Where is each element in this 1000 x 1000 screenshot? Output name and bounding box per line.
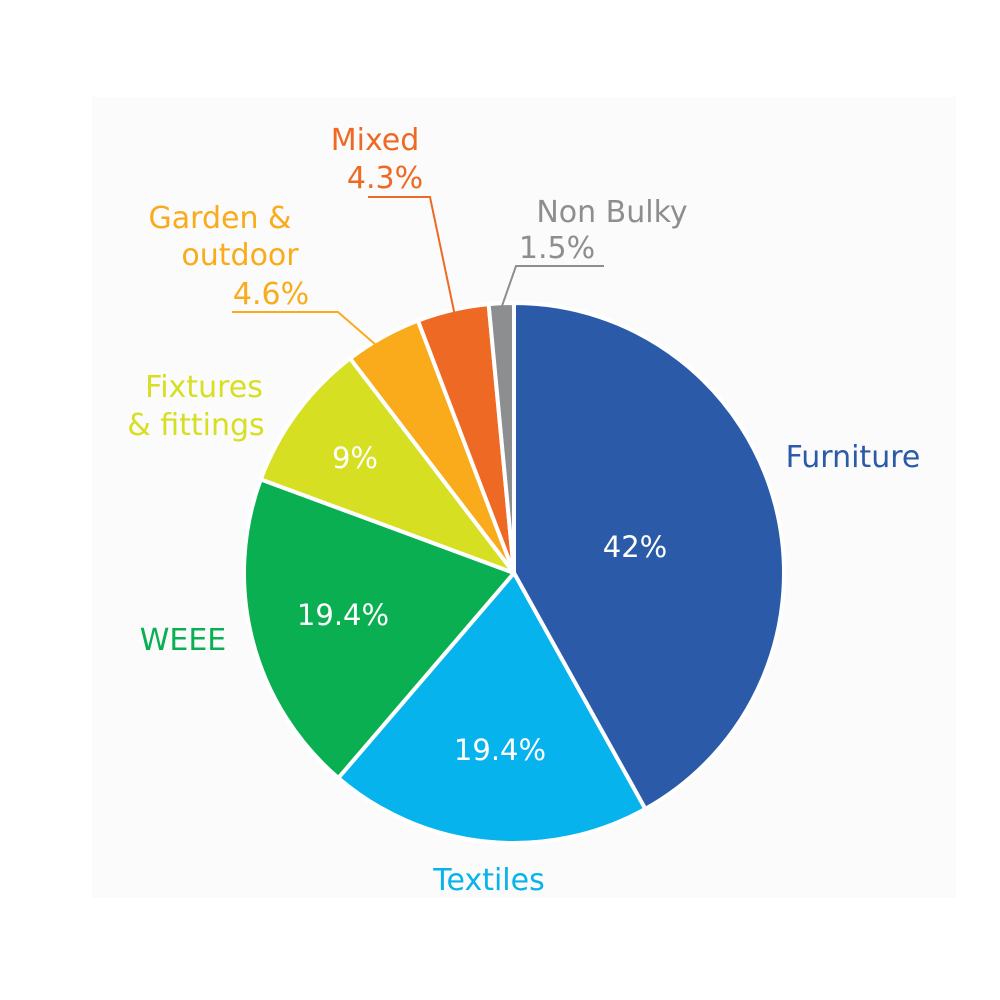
leader-line-garden	[232, 311, 377, 346]
category-label-fixtures-line-1: Fixtures	[145, 370, 263, 405]
value-label-fixtures-and-fittings: 9%	[332, 441, 378, 475]
pie-slice-textiles	[336, 571, 648, 845]
category-label-fixtures-line-2: & fittings	[127, 408, 264, 443]
leader-line-non-bulky	[501, 265, 604, 307]
leader-line-mixed	[368, 196, 456, 317]
value-label-furniture: 42%	[603, 530, 667, 564]
category-label-mixed: Mixed	[331, 123, 420, 158]
value-label-textiles: 19.4%	[454, 733, 546, 767]
value-label-weee: 19.4%	[297, 598, 389, 632]
pie-slice-non-bulky	[486, 301, 516, 575]
category-label-non-bulky: Non Bulky	[536, 195, 687, 230]
value-label-non-bulky: 1.5%	[519, 231, 595, 266]
leader-lines	[232, 196, 604, 346]
pie-slice-weee	[242, 477, 516, 781]
category-label-garden-line-1: Garden &	[149, 201, 292, 236]
category-label-furniture: Furniture	[786, 440, 921, 475]
pie-slices	[242, 301, 786, 845]
value-label-garden-and-outdoor: 4.6%	[233, 277, 309, 312]
outer-category-labels: Furniture Textiles WEEE Fixtures& fittings G…	[127, 123, 920, 898]
category-label-weee: WEEE	[140, 623, 227, 658]
category-label-garden-line-2: outdoor	[181, 238, 299, 273]
pie-slice-fixtures-and-fittings	[258, 356, 516, 575]
inner-value-labels: 42% 19.4% 19.4% 9%	[297, 441, 667, 767]
pie-slice-furniture	[512, 301, 786, 811]
value-label-mixed: 4.3%	[347, 161, 423, 196]
category-label-textiles: Textiles	[432, 863, 544, 898]
